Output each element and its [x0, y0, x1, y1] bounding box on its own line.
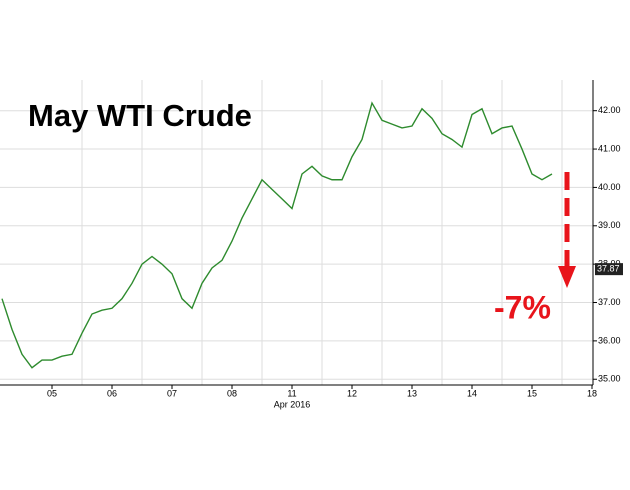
price-line	[1, 101, 553, 369]
y-tick-label: 41.00	[598, 143, 621, 153]
y-tick-label: 36.00	[598, 335, 621, 345]
x-tick-label: 18	[587, 388, 597, 398]
x-tick-label: 13	[407, 388, 417, 398]
x-tick-label: 07	[167, 388, 177, 398]
x-tick-label: 06	[107, 388, 117, 398]
last-price-label: 37.87	[597, 264, 620, 274]
chart-title: May WTI Crude	[28, 98, 252, 133]
x-tick-label: 05	[47, 388, 57, 398]
y-tick-label: 37.00	[598, 297, 621, 307]
x-tick-label: 12	[347, 388, 357, 398]
last-price-box	[595, 263, 623, 276]
y-tick-label: 40.00	[598, 182, 621, 192]
y-tick-label: 42.00	[598, 105, 621, 115]
y-tick-label: 35.00	[598, 374, 621, 384]
x-tick-label: 14	[467, 388, 477, 398]
x-tick-label: 11	[287, 388, 296, 398]
x-axis-label: Apr 2016	[274, 399, 311, 409]
y-tick-label: 39.00	[598, 220, 621, 230]
x-tick-label: 08	[227, 388, 237, 398]
x-tick-label: 15	[527, 388, 537, 398]
annotation: -7%	[494, 289, 551, 325]
arrow-head	[558, 266, 576, 288]
